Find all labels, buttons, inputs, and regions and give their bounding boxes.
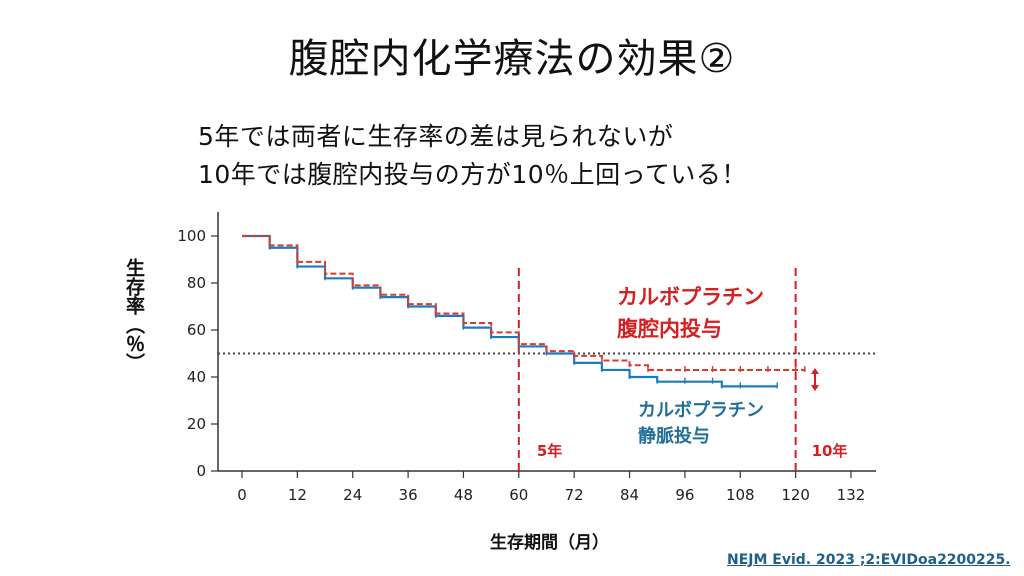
subtitle-line-1: 5年では両者に生存率の差は見られないが	[198, 122, 674, 151]
chart-series	[242, 234, 806, 389]
vertical-marker-label: 10年	[812, 442, 848, 460]
y-tick-label: 40	[187, 368, 206, 386]
y-tick-label: 80	[187, 274, 206, 292]
x-tick-label: 84	[620, 486, 639, 504]
x-tick-label: 24	[343, 486, 362, 504]
x-tick-label: 0	[237, 486, 247, 504]
y-tick-label: 60	[187, 321, 206, 339]
y-axis-label: 生存率（％）	[123, 258, 145, 372]
x-tick-label: 96	[675, 486, 694, 504]
y-tick-label: 0	[196, 462, 206, 480]
series-label-intraperitoneal-line2: 腹腔内投与	[617, 317, 722, 341]
chart-ticks: 0 12 24 36 48 60 72 84 96 108 120 132 0 20 40 60 80 100	[177, 227, 865, 504]
difference-arrow-head-down	[811, 385, 819, 392]
y-tick-label: 20	[187, 415, 206, 433]
series-line-intravenous	[242, 234, 778, 388]
x-tick-label: 60	[509, 486, 528, 504]
x-tick-label: 120	[781, 486, 810, 504]
series-label-intravenous-line2: 静脈投与	[638, 425, 710, 447]
subtitle-line-2: 10年では腹腔内投与の方が10％上回っている！	[198, 160, 747, 189]
x-axis-label: 生存期間（月）	[490, 533, 609, 553]
series-label-intraperitoneal-line1: カルボプラチン	[617, 285, 764, 309]
difference-arrow-head-up	[811, 367, 819, 374]
chart-markers: 5年 10年	[218, 268, 876, 471]
x-tick-label: 48	[454, 486, 473, 504]
x-tick-label: 36	[399, 486, 418, 504]
x-tick-label: 132	[837, 486, 866, 504]
vertical-marker-label: 5年	[537, 442, 562, 460]
series-label-intravenous-line1: カルボプラチン	[638, 399, 764, 421]
citation-link[interactable]: NEJM Evid. 2023 ;2:EVIDoa2200225.	[727, 552, 1011, 568]
y-tick-label: 100	[177, 227, 206, 245]
x-tick-label: 108	[726, 486, 755, 504]
chart-axes	[217, 212, 876, 472]
slide-title: 腹腔内化学療法の効果②	[288, 36, 736, 82]
x-tick-label: 72	[565, 486, 584, 504]
x-tick-label: 12	[288, 486, 307, 504]
